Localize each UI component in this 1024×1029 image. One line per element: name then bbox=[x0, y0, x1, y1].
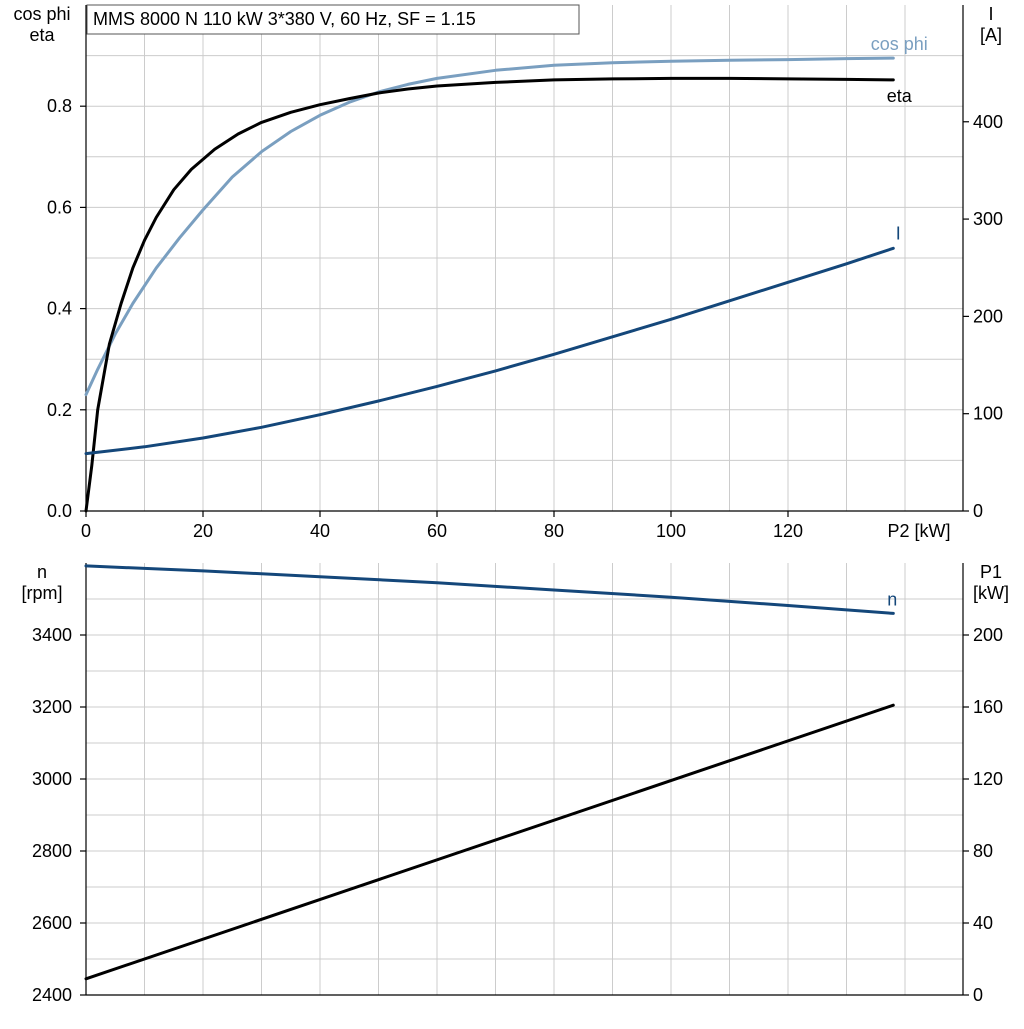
left-tick-label: 3200 bbox=[32, 697, 72, 717]
left-tick-label: 0.0 bbox=[47, 501, 72, 521]
title-box bbox=[86, 4, 580, 35]
right-tick-label: 200 bbox=[973, 306, 1003, 326]
right-tick-label: 0 bbox=[973, 985, 983, 1005]
left-tick-label: 2600 bbox=[32, 913, 72, 933]
left-tick-label: 2400 bbox=[32, 985, 72, 1005]
right-tick-label: 400 bbox=[973, 112, 1003, 132]
series-line-i bbox=[84, 246, 895, 456]
left-axis-label: n bbox=[37, 562, 47, 582]
left-tick-label: 0.4 bbox=[47, 299, 72, 319]
series-line-p1 bbox=[84, 703, 895, 981]
right-tick-label: 160 bbox=[973, 697, 1003, 717]
left-axis-label: [rpm] bbox=[21, 583, 62, 603]
right-tick-label: 200 bbox=[973, 625, 1003, 645]
x-tick-label: 100 bbox=[656, 521, 686, 541]
right-tick-label: 0 bbox=[973, 501, 983, 521]
series-line-n bbox=[84, 564, 895, 615]
x-tick-label: 80 bbox=[544, 521, 564, 541]
right-tick-label: 300 bbox=[973, 209, 1003, 229]
series-line-eta bbox=[84, 76, 895, 513]
left-tick-label: 0.6 bbox=[47, 197, 72, 217]
x-tick-label: 120 bbox=[773, 521, 803, 541]
series-label-cos-phi: cos phi bbox=[871, 34, 928, 54]
right-axis-label: [A] bbox=[980, 25, 1002, 45]
x-tick-label: 0 bbox=[81, 521, 91, 541]
x-axis-label: P2 [kW] bbox=[887, 521, 950, 541]
right-axis-label: [kW] bbox=[973, 583, 1009, 603]
right-axis-label: P1 bbox=[980, 562, 1002, 582]
left-tick-label: 2800 bbox=[32, 841, 72, 861]
series-label-eta: eta bbox=[887, 86, 913, 106]
series-label-n: n bbox=[887, 589, 897, 609]
right-axis-label: I bbox=[988, 4, 993, 24]
right-tick-label: 100 bbox=[973, 404, 1003, 424]
right-tick-label: 40 bbox=[973, 913, 993, 933]
series-line-cos-phi bbox=[84, 56, 895, 397]
x-tick-label: 60 bbox=[427, 521, 447, 541]
left-tick-label: 3400 bbox=[32, 625, 72, 645]
x-tick-label: 20 bbox=[193, 521, 213, 541]
left-tick-label: 0.8 bbox=[47, 96, 72, 116]
left-axis-label: eta bbox=[29, 25, 55, 45]
left-tick-label: 3000 bbox=[32, 769, 72, 789]
chart-title: MMS 8000 N 110 kW 3*380 V, 60 Hz, SF = 1… bbox=[93, 9, 476, 29]
left-tick-label: 0.2 bbox=[47, 400, 72, 420]
right-tick-label: 120 bbox=[973, 769, 1003, 789]
right-tick-label: 80 bbox=[973, 841, 993, 861]
x-tick-label: 40 bbox=[310, 521, 330, 541]
series-label-i: I bbox=[896, 223, 901, 243]
left-axis-label: cos phi bbox=[13, 4, 70, 24]
